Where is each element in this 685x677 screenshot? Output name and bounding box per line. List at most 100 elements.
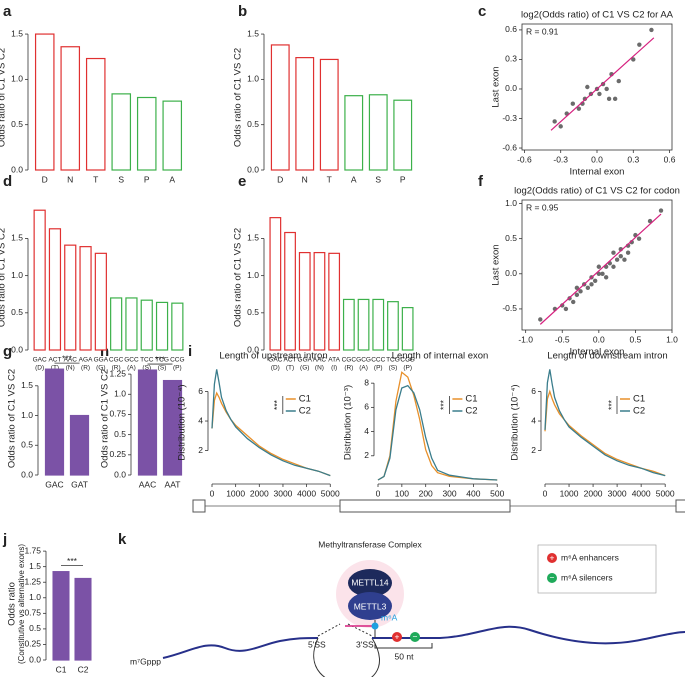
bar	[74, 577, 92, 661]
x-tick-sublabel: (S)	[389, 365, 398, 372]
x-tick-label: CCG	[170, 357, 184, 364]
panel-label: h	[100, 343, 109, 360]
bar	[298, 251, 311, 351]
y-axis-label: Last exon	[491, 244, 502, 285]
point	[576, 106, 582, 111]
point	[574, 292, 580, 298]
fit-line	[539, 213, 662, 325]
line	[211, 369, 331, 477]
y-tick-label: 1.0	[29, 592, 41, 602]
x-tick-label: -0.6	[517, 154, 532, 164]
y-tick-label: 0.75	[109, 409, 126, 419]
m6a-label: m⁶A	[381, 612, 398, 622]
x-tick-sublabel: (A)	[359, 365, 368, 372]
point	[592, 278, 598, 284]
bar	[393, 99, 413, 171]
bar	[52, 571, 70, 661]
x-tick-label: TCC	[140, 357, 154, 364]
y-tick-label: -0.3	[502, 113, 517, 123]
legend-sign: −	[550, 572, 555, 582]
point	[614, 257, 620, 262]
bar	[372, 298, 385, 351]
bar	[125, 297, 138, 351]
x-tick-label: AAT	[165, 479, 181, 489]
m6a-site	[371, 622, 379, 630]
splice-label: 3'SS	[356, 639, 374, 649]
x-tick-sublabel: (T)	[51, 365, 59, 372]
x-tick-label: T	[327, 174, 332, 184]
bar	[94, 252, 107, 351]
x-tick-sublabel: (G)	[96, 365, 105, 372]
point	[618, 254, 623, 259]
panel-label: b	[238, 3, 247, 20]
y-tick-label: 0.0	[21, 469, 33, 479]
y-tick-label: 0.0	[11, 164, 23, 174]
y-tick-label: 0.0	[247, 164, 259, 174]
y-axis-label: Odds ratio of C1 VS C2	[233, 228, 244, 327]
y-tick-label: 0.6	[505, 24, 517, 34]
y-tick-label: 1.5	[21, 380, 33, 390]
gene-structure	[192, 499, 685, 513]
y-tick-label: 1.5	[247, 233, 259, 243]
exon-upstream	[162, 637, 319, 659]
panel-label: a	[3, 3, 12, 20]
silencer	[410, 632, 420, 642]
line	[211, 391, 331, 477]
y-tick-label: 2	[531, 445, 536, 455]
x-tick-label: 3000	[274, 488, 293, 498]
bar	[110, 297, 123, 351]
y-axis-sublabel: (Constitutive vs alternative exons)	[17, 544, 26, 664]
x-tick-label: D	[42, 174, 48, 184]
y-tick-label: 0.0	[114, 469, 126, 479]
significance-label: ***	[155, 354, 166, 364]
point	[600, 271, 605, 276]
subunit	[348, 569, 392, 597]
line	[544, 369, 666, 477]
bar	[295, 57, 315, 171]
x-tick-sublabel: (G)	[300, 365, 309, 372]
point	[560, 303, 565, 308]
y-axis-label: Odds ratio of C1 VS C2	[233, 48, 244, 147]
y-tick-label: 0.5	[11, 307, 23, 317]
legend-label: C2	[633, 406, 645, 417]
y-tick-label: 1.75	[24, 545, 41, 555]
y-tick-label: 2	[198, 445, 203, 455]
bar	[401, 307, 414, 351]
point	[563, 306, 569, 312]
x-tick-label: D	[277, 174, 283, 184]
chart-title: log2(Odds ratio) of C1 VS C2 for codon	[514, 186, 680, 197]
x-tick-label: 400	[466, 488, 480, 498]
y-tick-label: 6	[364, 402, 369, 412]
point	[597, 91, 602, 97]
y-tick-label: 1.25	[109, 368, 126, 378]
panel-label: f	[478, 173, 484, 190]
bar	[387, 301, 399, 351]
legend-label: C2	[299, 406, 311, 417]
point	[578, 289, 583, 294]
y-axis-label: Odds ratio of C1 VS C2	[0, 228, 8, 327]
bar	[328, 252, 341, 351]
x-tick-label: 0.0	[591, 154, 603, 164]
y-tick-label: 4	[531, 415, 536, 425]
y-axis-label: Odds ratio of C1 VS C2	[0, 48, 8, 147]
x-tick-label: AAC	[139, 479, 156, 489]
panel-label: i	[188, 343, 192, 360]
panel-label: e	[238, 173, 246, 190]
y-tick-label: 1.5	[11, 233, 23, 243]
x-tick-sublabel: (R)	[81, 365, 90, 372]
distance-label: 50 nt	[395, 651, 415, 661]
x-tick-sublabel: (T)	[286, 365, 294, 372]
legend-label: m⁶A silencers	[561, 572, 613, 582]
point	[625, 250, 631, 255]
y-tick-label: 4	[198, 415, 203, 425]
y-tick-label: 0.25	[24, 639, 41, 649]
x-tick-label: CCG	[400, 357, 414, 364]
bar	[319, 58, 339, 171]
x-tick-label: 3000	[608, 488, 627, 498]
bar	[136, 96, 157, 171]
y-axis-label: Distribution (10⁻⁴)	[177, 384, 188, 460]
x-tick-label: 1.0	[666, 334, 678, 344]
x-tick-sublabel: (R)	[112, 365, 121, 372]
x-tick-label: 4000	[297, 488, 316, 498]
complex-title: Methyltransferase Complex	[318, 539, 422, 549]
